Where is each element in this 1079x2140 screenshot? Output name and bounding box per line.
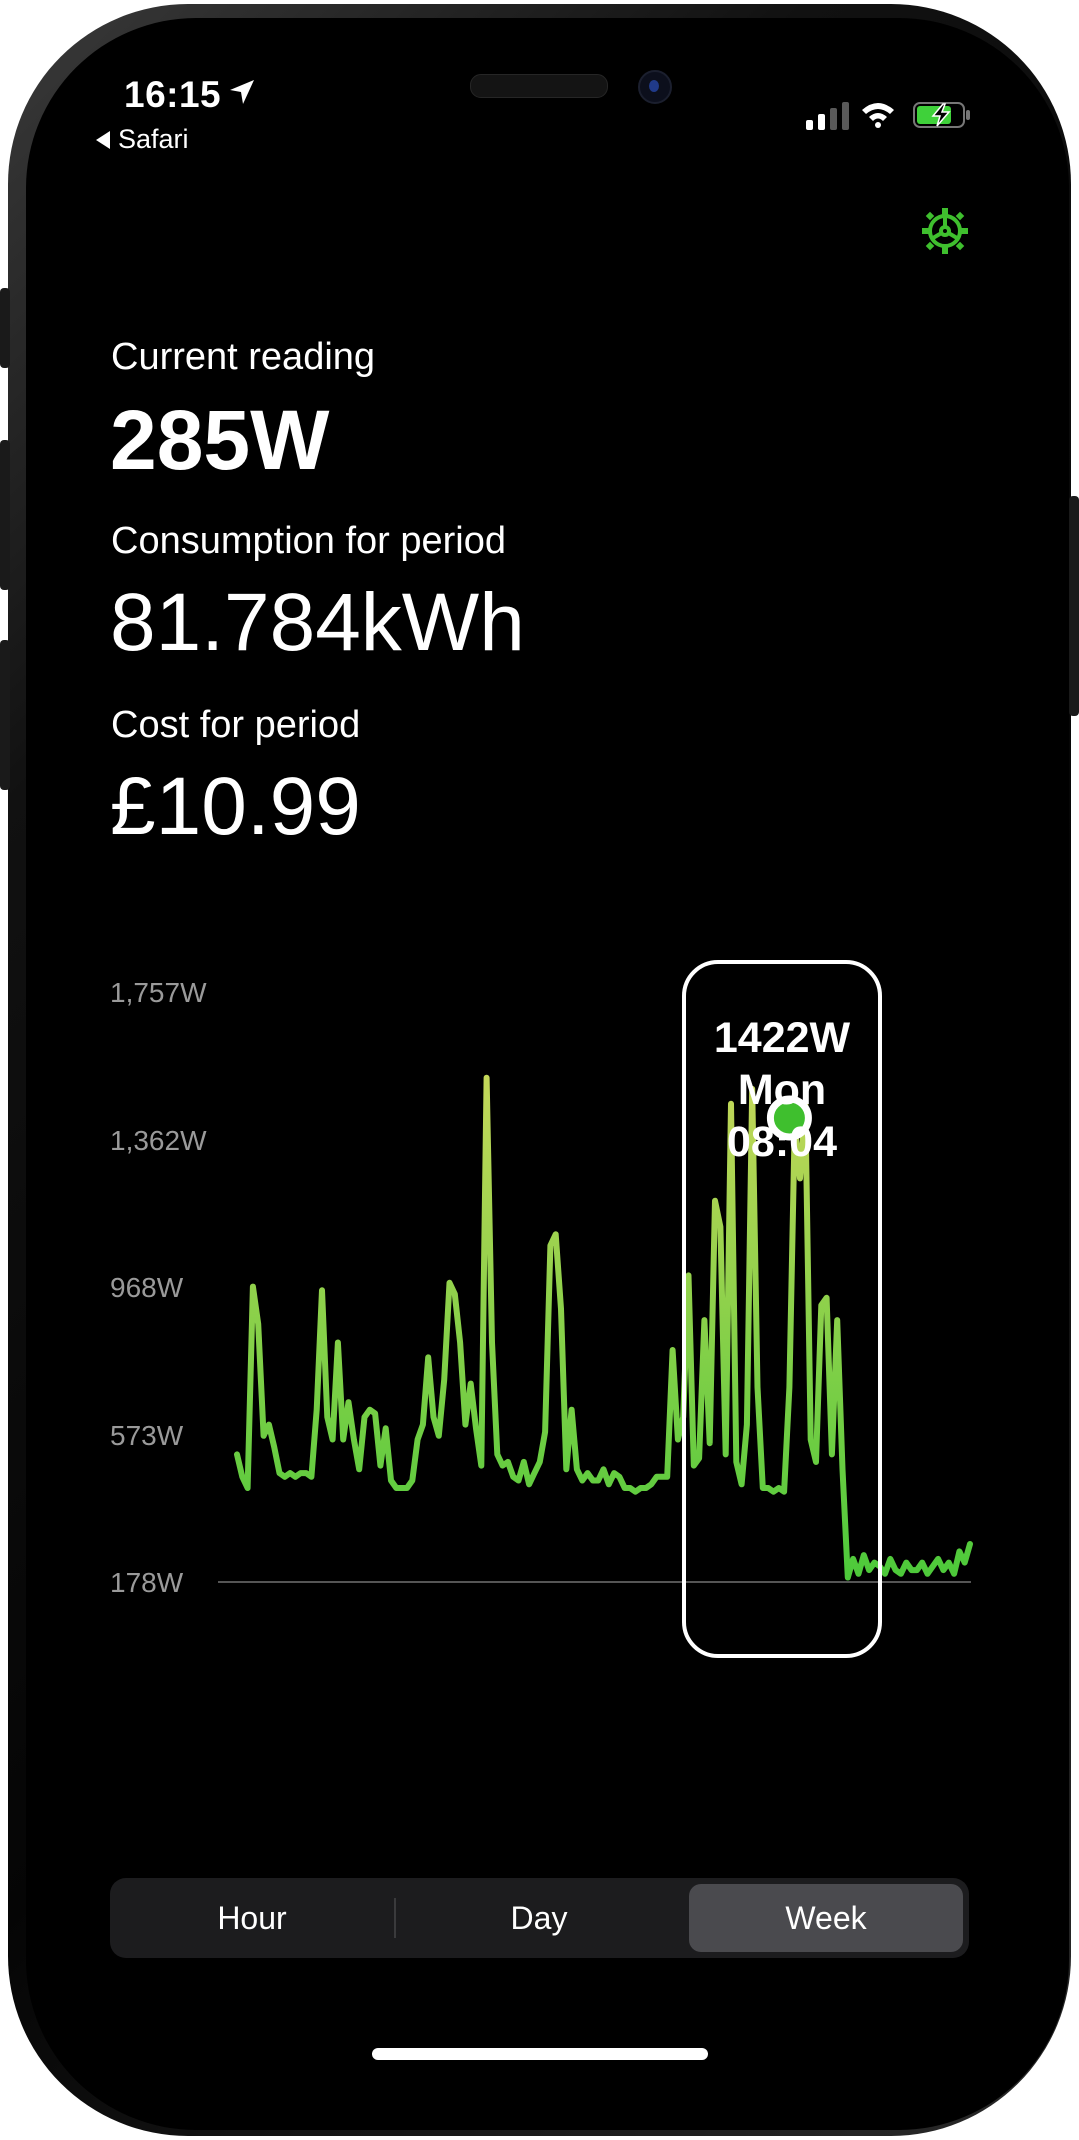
front-camera (638, 70, 672, 104)
y-tick-label: 1,757W (110, 977, 207, 1008)
cellular-signal-icon (806, 102, 849, 130)
tooltip-day: Mon (737, 1066, 827, 1114)
consumption-label: Consumption for period (111, 520, 506, 562)
consumption-value: 81.784kWh (110, 577, 525, 668)
earpiece-speaker (470, 74, 608, 98)
back-to-safari-link[interactable]: Safari (96, 124, 189, 155)
y-tick-label: 1,362W (110, 1125, 207, 1156)
back-arrow-icon (96, 130, 110, 149)
period-segmented-control: Hour Day Week (110, 1878, 969, 1958)
current-reading-value: 285W (110, 393, 330, 487)
location-arrow-icon (230, 80, 254, 104)
mute-switch (0, 288, 10, 368)
battery-charging-icon (913, 102, 970, 128)
back-label: Safari (118, 124, 189, 154)
tooltip-box (682, 960, 882, 1658)
segment-divider (394, 1898, 396, 1938)
power-series-line (234, 1074, 973, 1581)
wifi-icon (862, 103, 894, 128)
cost-value: £10.99 (110, 761, 361, 852)
tab-hour[interactable]: Hour (217, 1900, 287, 1936)
y-tick-label: 573W (110, 1420, 184, 1451)
tab-day[interactable]: Day (510, 1900, 568, 1936)
power-button (1069, 496, 1079, 716)
cost-label: Cost for period (111, 704, 361, 746)
volume-up-button (0, 440, 10, 590)
current-reading-label: Current reading (111, 336, 376, 378)
tooltip-time: 08:04 (727, 1118, 837, 1166)
y-tick-label: 178W (110, 1567, 184, 1598)
tooltip-value: 1422W (713, 1014, 851, 1062)
tooltip-marker (766, 1095, 812, 1141)
volume-down-button (0, 640, 10, 790)
tab-week[interactable]: Week (689, 1884, 963, 1952)
y-tick-label: 968W (110, 1272, 184, 1303)
screen (48, 30, 1031, 2110)
status-time: 16:15 (124, 74, 222, 115)
home-indicator[interactable] (372, 2048, 708, 2060)
settings-gear-icon[interactable] (920, 206, 970, 256)
